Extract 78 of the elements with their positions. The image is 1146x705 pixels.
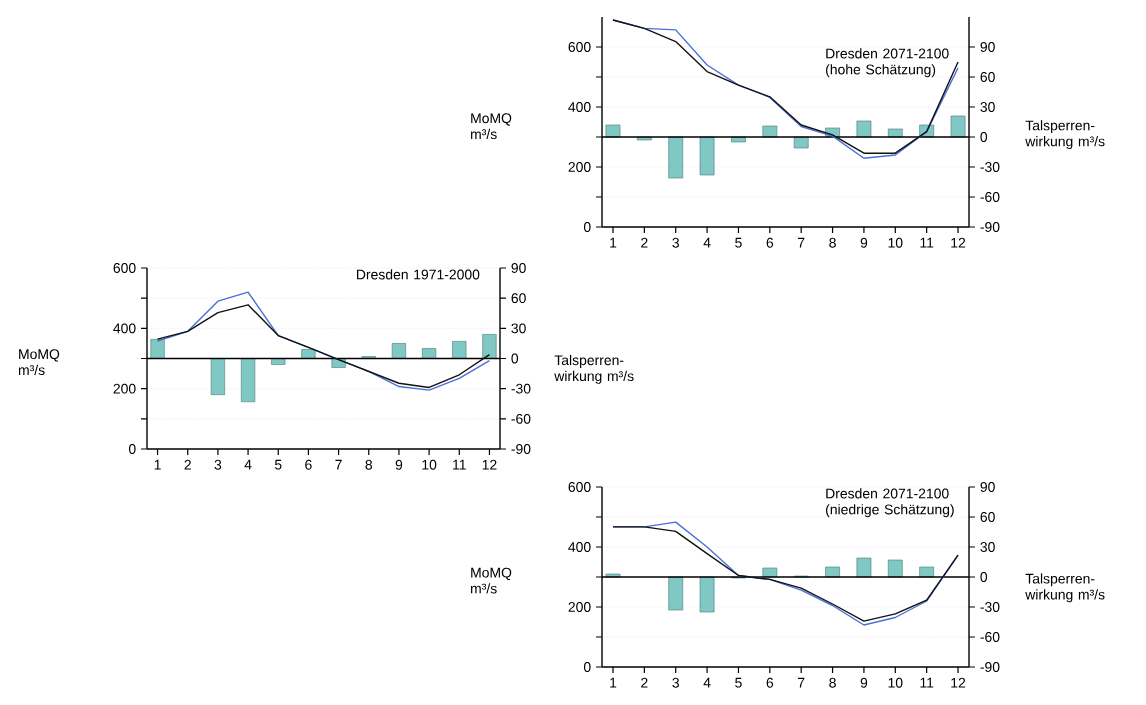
y-tick-label: 200 (113, 383, 136, 394)
x-tick-label: 5 (735, 237, 742, 248)
y2-tick-label: 0 (980, 572, 988, 582)
y-tick-label: 600 (568, 42, 591, 52)
x-tick-label: 11 (920, 237, 934, 248)
y2-tick-label: -30 (980, 162, 1000, 172)
y-tick-label: 400 (568, 542, 591, 552)
x-tick-label: 9 (395, 459, 403, 470)
x-tick-label: 12 (951, 677, 966, 688)
y2-tick-label: -90 (511, 444, 531, 454)
y2-tick-label: 90 (980, 482, 995, 492)
x-tick-label: 7 (335, 459, 342, 470)
y2-tick-label: 0 (511, 353, 519, 364)
x-tick-label: 4 (244, 459, 252, 470)
y-tick-label: 600 (568, 482, 591, 492)
y2-tick-label: -30 (980, 602, 1000, 612)
x-tick-label: 8 (829, 677, 836, 688)
y2-tick-label: -60 (980, 192, 1000, 202)
x-tick-label: 12 (482, 459, 497, 470)
x-tick-label: 7 (798, 237, 805, 248)
x-tick-label: 11 (453, 459, 466, 470)
x-tick-label: 1 (610, 677, 617, 688)
x-tick-label: 3 (672, 237, 679, 248)
y2-axis-title: Talsperren-wirkung m³/s (554, 354, 634, 384)
y-axis-title: MoMQ m³/s (18, 349, 60, 376)
y2-tick-label: 60 (980, 72, 995, 82)
y-axis-title: MoMQ m³/s (471, 567, 512, 594)
text: Dresden 2071-2100 (hohe Schätzung) (826, 48, 949, 78)
y-tick-label: 0 (583, 662, 591, 672)
y2-tick-label: 60 (511, 293, 526, 304)
x-tick-label: 1 (610, 237, 617, 248)
x-tick-label: 12 (951, 237, 966, 248)
x-tick-label: 4 (703, 677, 711, 688)
x-tick-label: 6 (305, 459, 312, 470)
y-tick-label: 400 (568, 102, 591, 112)
x-tick-label: 6 (766, 237, 774, 248)
y2-tick-label: 60 (980, 512, 995, 522)
x-tick-label: 8 (829, 237, 836, 248)
y2-axis-title: Talsperren-wirkung m³/s (1025, 120, 1105, 150)
y2-tick-label: -30 (511, 383, 531, 394)
x-tick-label: 3 (672, 677, 679, 688)
y2-tick-label: -90 (980, 222, 1000, 232)
x-tick-label: 2 (641, 677, 648, 688)
y-tick-label: 400 (113, 323, 136, 334)
y2-tick-label: 30 (511, 323, 526, 334)
y-tick-label: 0 (128, 444, 136, 454)
y-tick-label: 200 (568, 602, 591, 612)
y-tick-label: 0 (583, 222, 591, 232)
x-tick-label: 5 (735, 677, 742, 688)
x-tick-label: 9 (860, 677, 868, 688)
y2-tick-label: -90 (980, 662, 1000, 672)
x-tick-label: 9 (860, 237, 868, 248)
x-tick-label: 6 (766, 677, 774, 688)
y-tick-label: 600 (113, 263, 136, 273)
x-tick-label: 10 (888, 677, 903, 688)
x-tick-label: 10 (888, 237, 903, 248)
y2-tick-label: 90 (511, 263, 526, 273)
text: Dresden 2071-2100 (niedrige Schätzung) (826, 488, 954, 518)
y2-tick-label: 30 (980, 102, 995, 112)
y2-tick-label: 30 (980, 542, 995, 552)
chart-title: Dresden 1971-2000 (357, 269, 480, 280)
y2-axis-title: Talsperren-wirkung m³/s (1025, 573, 1105, 603)
y2-tick-label: 0 (980, 132, 988, 142)
y2-tick-label: 90 (980, 42, 995, 52)
x-tick-label: 5 (274, 459, 282, 470)
y2-tick-label: -60 (980, 632, 1000, 642)
x-tick-label: 2 (641, 237, 648, 248)
x-tick-label: 2 (184, 459, 191, 470)
x-tick-label: 7 (798, 677, 805, 688)
y-tick-label: 200 (568, 162, 591, 172)
x-tick-label: 10 (422, 459, 437, 470)
x-tick-label: 11 (920, 677, 934, 688)
x-tick-label: 8 (365, 459, 373, 470)
x-tick-label: 1 (154, 459, 161, 470)
y2-tick-label: -60 (511, 413, 531, 424)
y-axis-title: MoMQ m³/s (471, 113, 512, 140)
x-tick-label: 4 (703, 237, 711, 248)
x-tick-label: 3 (214, 459, 222, 470)
